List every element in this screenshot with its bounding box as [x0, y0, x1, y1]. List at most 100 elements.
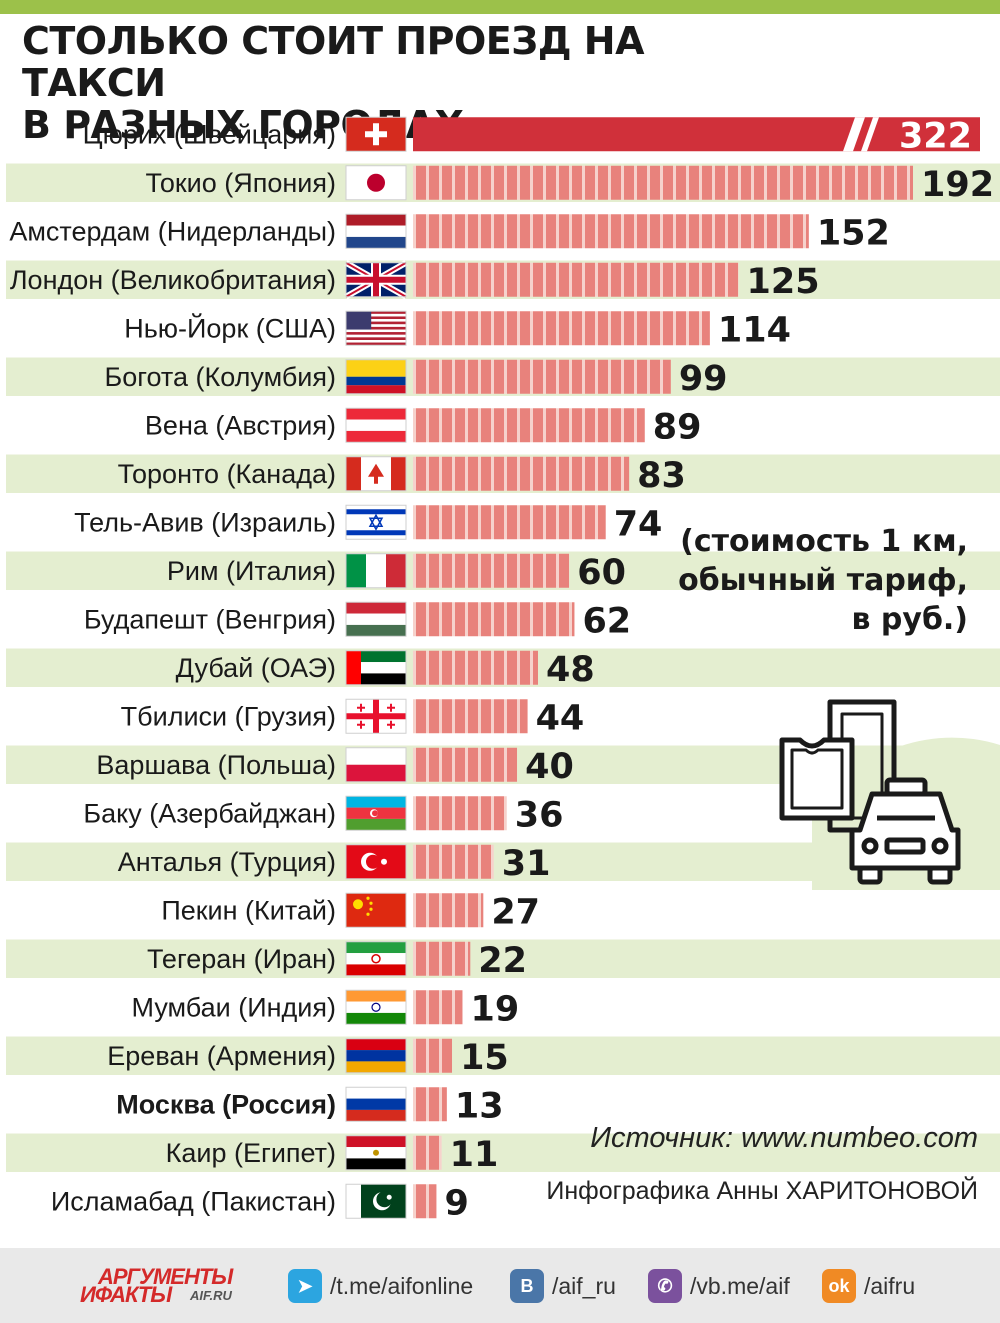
category-label: Мумбаи (Индия) — [132, 992, 336, 1022]
social-link-text: /aifru — [864, 1272, 916, 1299]
odnoklassniki-icon: ok — [822, 1269, 856, 1303]
bar-row: Нью-Йорк (США) 114 — [124, 310, 791, 350]
bar-row: Рим (Италия) 60 — [6, 551, 1000, 593]
japan-flag-icon — [345, 165, 407, 201]
bar — [413, 650, 538, 685]
bar — [413, 941, 471, 976]
value-label: 125 — [747, 262, 820, 302]
usa-flag-icon — [345, 310, 407, 346]
value-label: 99 — [679, 359, 728, 399]
unit-note-line-3: в руб.) — [851, 602, 968, 637]
uk-flag-icon — [344, 260, 408, 300]
category-label: Баку (Азербайджан) — [83, 798, 336, 828]
china-flag-icon — [345, 892, 407, 928]
value-label: 152 — [817, 213, 890, 253]
category-label: Каир (Египет) — [166, 1138, 336, 1168]
value-label: 74 — [614, 504, 663, 544]
aif-logo[interactable]: АРГУМЕНТЫ ИФАКТЫ AIF.RU — [80, 1264, 250, 1308]
category-label: Тбилиси (Грузия) — [121, 701, 336, 731]
category-label: Анталья (Турция) — [118, 847, 336, 877]
category-label: Вена (Австрия) — [145, 410, 336, 440]
logo-line-2: ИФАКТЫ — [80, 1282, 172, 1307]
iran-flag-icon — [345, 941, 407, 977]
social-link-text: /t.me/aifonline — [330, 1272, 474, 1299]
bar-row: Москва (Россия) 13 — [116, 1086, 503, 1126]
social-link[interactable]: В/aif_ru — [510, 1268, 616, 1304]
category-label: Будапешт (Венгрия) — [84, 604, 336, 634]
telegram-icon: ➤ — [288, 1269, 322, 1303]
value-label: 192 — [921, 165, 994, 205]
bar — [413, 311, 710, 346]
azerbaijan-flag-icon — [345, 795, 407, 831]
bar-row: Торонто (Канада) 83 — [6, 454, 1000, 496]
credit-text: Инфографика Анны ХАРИТОНОВОЙ — [546, 1177, 978, 1205]
bar-row: Тбилиси (Грузия) 44 — [121, 698, 585, 738]
category-label: Пекин (Китай) — [161, 895, 336, 925]
bar — [413, 1184, 437, 1219]
category-label: Торонто (Канада) — [118, 459, 336, 489]
bar-row: Богота (Колумбия) 99 — [6, 357, 1000, 399]
bar — [413, 117, 980, 152]
category-label: Амстердам (Нидерланды) — [9, 216, 336, 246]
canada-flag-icon — [345, 456, 407, 492]
turkey-flag-icon — [345, 844, 407, 880]
unit-note: (стоимость 1 км, обычный тариф, в руб.) — [648, 522, 968, 639]
axis-break-mark — [843, 117, 865, 152]
taxi-car-icon — [849, 777, 961, 885]
bar — [413, 893, 484, 928]
armenia-flag-icon — [345, 1038, 407, 1074]
bar-row: Амстердам (Нидерланды) 152 — [9, 213, 890, 253]
bar — [413, 844, 494, 879]
unit-note-line-2: обычный тариф, — [678, 563, 968, 598]
bar — [413, 262, 739, 297]
social-link[interactable]: ➤ /t.me/aifonline — [288, 1268, 473, 1304]
bar-row: Цюрих (Швейцария) 322 — [83, 116, 980, 156]
bar-row: Каир (Египет) 11 — [6, 1133, 1000, 1175]
uae-flag-icon — [345, 650, 407, 686]
social-link[interactable]: ok/aifru — [822, 1268, 915, 1304]
unit-note-line-1: (стоимость 1 км, — [680, 524, 968, 559]
bar — [413, 1135, 442, 1170]
category-label: Варшава (Польша) — [96, 750, 336, 780]
value-label: 11 — [450, 1135, 499, 1175]
category-label: Токио (Япония) — [145, 168, 336, 198]
bar — [413, 796, 507, 831]
colombia-flag-icon — [345, 359, 407, 395]
title-line-1: СТОЛЬКО СТОИТ ПРОЕЗД НА ТАКСИ — [22, 19, 645, 105]
bar — [413, 602, 575, 637]
value-label: 36 — [515, 795, 564, 835]
row-stripe — [6, 939, 1000, 978]
georgia-flag-icon — [345, 698, 407, 734]
social-link-text: /aif_ru — [552, 1272, 616, 1299]
bar — [413, 214, 809, 249]
value-label: 48 — [546, 650, 595, 690]
egypt-flag-icon — [345, 1135, 407, 1171]
bar — [413, 456, 630, 491]
category-label: Богота (Колумбия) — [104, 362, 336, 392]
bar-row: Лондон (Великобритания) 125 — [6, 260, 1000, 302]
social-link[interactable]: ✆ /vb.me/aif — [648, 1268, 790, 1304]
bar — [413, 505, 606, 540]
value-label: 62 — [582, 601, 631, 641]
row-stripe — [6, 1036, 1000, 1075]
logo-line-3: AIF.RU — [190, 1288, 232, 1303]
value-label: 40 — [525, 747, 574, 787]
viber-icon: ✆ — [648, 1269, 682, 1303]
footer: АРГУМЕНТЫ ИФАКТЫ AIF.RU ➤ /t.me/aifonline… — [0, 1248, 1000, 1323]
social-link-text: /vb.me/aif — [690, 1272, 790, 1299]
bar-chart: Цюрих (Швейцария) 322 Токио (Япония) 192 Амс… — [6, 116, 1000, 1223]
bar-row: Исламабад (Пакистан) 9 — [51, 1183, 469, 1223]
bar-row: Тель-Авив (Израиль) 74 — [74, 504, 662, 544]
category-label: Исламабад (Пакистан) — [51, 1186, 336, 1216]
value-label: 27 — [491, 892, 540, 932]
bar-row: Мумбаи (Индия) 19 — [132, 989, 520, 1029]
value-label: 83 — [637, 456, 686, 496]
category-label: Тегеран (Иран) — [147, 944, 336, 974]
value-label: 89 — [653, 407, 702, 447]
hungary-flag-icon — [345, 601, 407, 637]
value-label: 9 — [444, 1183, 468, 1223]
bar-row: Дубай (ОАЭ) 48 — [6, 648, 1000, 690]
poland-flag-icon — [345, 747, 407, 783]
bar — [413, 408, 645, 443]
austria-flag-icon — [345, 407, 407, 443]
